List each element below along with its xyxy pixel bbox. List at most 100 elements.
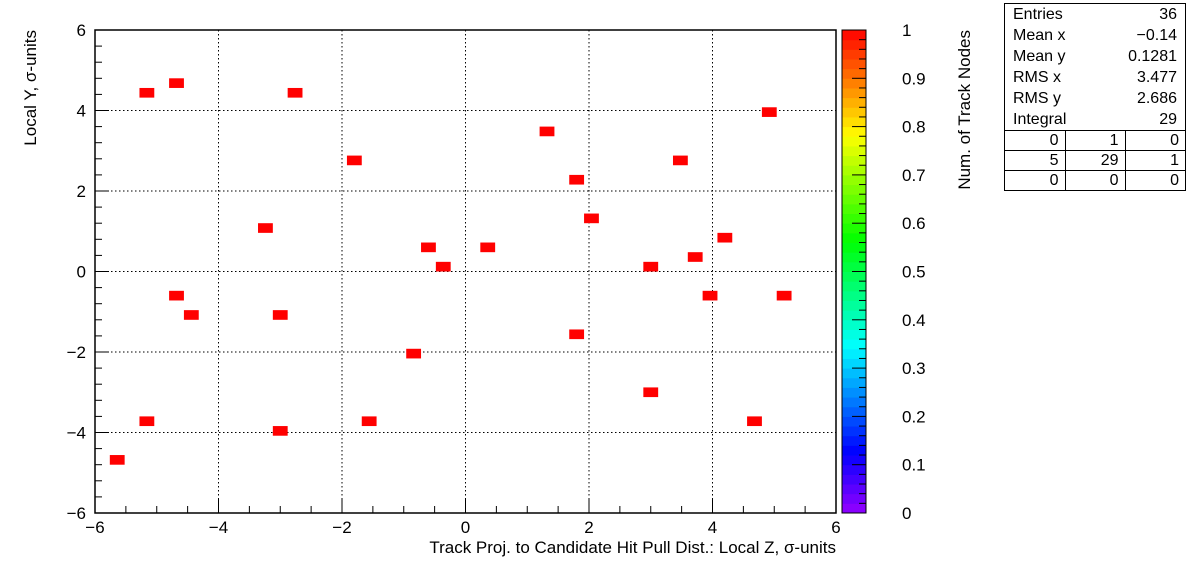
x-tick-label: −2 <box>332 518 351 537</box>
palette-band <box>842 368 866 379</box>
y-tick-label: 0 <box>77 263 86 282</box>
palette-band <box>842 213 866 224</box>
stat-label: Integral <box>1013 111 1067 128</box>
palette-band <box>842 39 866 50</box>
y-tick-label: 6 <box>77 21 86 40</box>
data-cell <box>287 87 303 98</box>
data-cell <box>258 223 273 233</box>
z-tick-label: 0.4 <box>902 311 926 330</box>
z-tick-label: 1 <box>902 21 911 40</box>
palette-band <box>842 377 866 388</box>
data-cell <box>569 174 585 185</box>
z-tick-label: 0.9 <box>902 69 926 88</box>
overflow-cell: 0 <box>1124 170 1185 190</box>
palette-band <box>842 116 866 128</box>
palette-band <box>842 165 866 176</box>
stat-value: 0.1281 <box>1128 48 1177 65</box>
stat-value: 2.686 <box>1136 90 1177 107</box>
z-tick-label: 0.1 <box>902 456 926 475</box>
data-cell <box>480 242 496 253</box>
data-cell <box>776 290 792 301</box>
z-tick-label: 0.3 <box>902 359 926 378</box>
data-cell <box>421 242 436 253</box>
palette-band <box>842 242 866 253</box>
stat-label: RMS x <box>1013 69 1061 86</box>
data-cell <box>761 107 777 117</box>
palette-band <box>842 78 866 89</box>
color-palette: 0 0.1 0.2 0.3 0.4 0.5 0.6 0.7 0.8 0.9 1 <box>841 21 926 523</box>
x-tick-label: 2 <box>584 518 593 537</box>
palette-band <box>842 329 866 340</box>
palette-band <box>842 107 866 118</box>
overflow-cell: 1 <box>1064 130 1125 151</box>
stat-value: 29 <box>1159 111 1177 128</box>
palette-band <box>842 358 866 369</box>
x-tick-label: 0 <box>461 518 470 537</box>
data-cell <box>361 416 377 427</box>
palette-band <box>842 339 866 350</box>
z-tick-label: 0.2 <box>902 407 926 426</box>
overflow-cell: 0 <box>1005 130 1065 151</box>
palette-band <box>842 136 866 147</box>
overflow-cell: 5 <box>1005 150 1065 171</box>
data-cell <box>702 290 718 301</box>
y-tick-label: −4 <box>67 424 86 443</box>
palette-band <box>842 252 866 263</box>
overflow-row: 0 1 0 <box>1005 130 1185 151</box>
data-cell <box>139 416 155 427</box>
stat-label: RMS y <box>1013 90 1061 107</box>
data-cell <box>435 261 451 272</box>
data-cell <box>272 426 288 436</box>
palette-band <box>842 493 866 504</box>
grid-lines <box>95 30 836 513</box>
palette-band <box>842 184 866 195</box>
data-cell <box>747 416 762 427</box>
data-cell <box>643 387 659 398</box>
palette-band <box>842 30 866 41</box>
palette-band <box>842 348 866 359</box>
palette-band <box>842 174 866 186</box>
overflow-cell: 0 <box>1005 170 1065 190</box>
palette-band <box>842 58 866 70</box>
y-tick-label: 4 <box>77 102 86 121</box>
x-tick-label: −4 <box>209 518 228 537</box>
palette-band <box>842 87 866 99</box>
palette-band <box>842 194 866 205</box>
data-cell <box>406 348 422 359</box>
stat-label: Entries <box>1013 6 1063 23</box>
data-cell <box>346 155 362 166</box>
data-cell <box>139 87 155 98</box>
data-cells <box>109 78 792 465</box>
y-axis-title: Local Y, σ-units <box>21 30 40 146</box>
palette-band <box>842 155 866 166</box>
palette-band <box>842 310 866 321</box>
x-tick-label: 6 <box>831 518 840 537</box>
palette-band <box>842 435 866 446</box>
data-cell <box>169 290 184 301</box>
stat-row-integral: Integral 29 <box>1005 109 1185 130</box>
data-cell <box>584 213 599 224</box>
palette-band <box>842 271 866 282</box>
z-tick-label: 0.8 <box>902 118 926 137</box>
data-cell <box>643 261 659 272</box>
palette-band <box>842 464 866 475</box>
palette-band <box>842 281 866 292</box>
palette-band <box>842 455 866 466</box>
palette-band <box>842 232 866 244</box>
palette-band <box>842 203 866 215</box>
palette-band <box>842 474 866 485</box>
stat-value: 36 <box>1159 6 1177 23</box>
data-cell <box>272 310 288 320</box>
data-cell <box>569 329 585 340</box>
overflow-row: 0 0 0 <box>1005 170 1185 190</box>
overflow-cell: 1 <box>1124 150 1185 171</box>
x-tick-label: 4 <box>708 518 717 537</box>
stat-row-rms-x: RMS x 3.477 <box>1005 67 1185 88</box>
palette-band <box>842 397 866 408</box>
palette-band <box>842 290 866 301</box>
stat-row-mean-x: Mean x −0.14 <box>1005 25 1185 46</box>
data-cell <box>717 232 733 243</box>
stat-value: −0.14 <box>1136 27 1177 44</box>
palette-band <box>842 387 866 398</box>
